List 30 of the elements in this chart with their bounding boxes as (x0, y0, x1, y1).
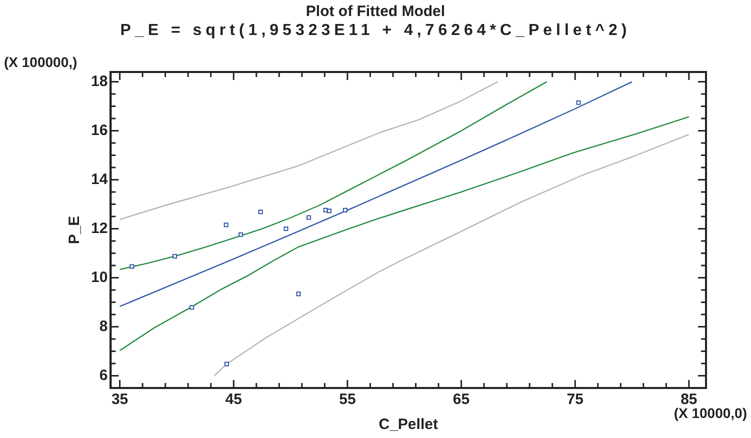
x-axis-title: C_Pellet (378, 416, 438, 434)
x-tick-label: 35 (111, 391, 128, 408)
y-tick-label: 14 (90, 170, 108, 188)
point (130, 264, 134, 269)
point (296, 292, 301, 296)
y-tick-label: 12 (90, 220, 108, 237)
chart-subtitle: P_E = sqrt(1,95323E11 + 4,76264*C_Pellet^2) (119, 22, 632, 40)
x-tick-label: 55 (339, 391, 356, 408)
point (224, 362, 229, 366)
x-tick-label: 45 (225, 391, 242, 408)
y-tick-label: 6 (99, 366, 108, 384)
point (342, 208, 348, 212)
y-tick-label: 18 (90, 72, 108, 90)
point (576, 100, 581, 105)
y-tick-label: 8 (99, 318, 108, 335)
point (284, 226, 288, 232)
x-tick-label: 65 (452, 391, 470, 408)
point (190, 305, 194, 310)
y-axis-title: P_E (66, 216, 84, 244)
point (326, 208, 332, 214)
y-tick-label: 16 (90, 122, 108, 139)
point (224, 222, 228, 228)
y-tick-label: 10 (90, 268, 108, 286)
point (306, 215, 312, 220)
point (258, 210, 263, 214)
chart-title: Plot of Fitted Model (304, 3, 446, 20)
point (172, 254, 178, 258)
x-tick-label: 75 (566, 391, 584, 408)
text: (X 100000,) (4, 54, 78, 70)
point (238, 232, 244, 237)
